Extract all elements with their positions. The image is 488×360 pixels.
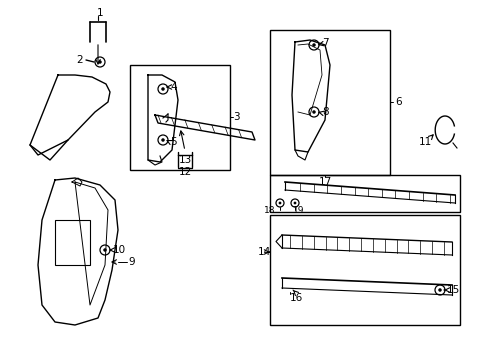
Circle shape xyxy=(312,43,315,47)
Bar xyxy=(269,215,459,325)
Text: 17: 17 xyxy=(318,177,331,187)
Text: 9: 9 xyxy=(128,257,134,267)
Text: 19: 19 xyxy=(292,206,304,215)
Text: 11: 11 xyxy=(418,137,431,147)
Bar xyxy=(130,65,229,170)
Text: 4: 4 xyxy=(170,82,176,92)
Circle shape xyxy=(293,202,296,204)
Text: 1: 1 xyxy=(97,8,103,18)
Text: 15: 15 xyxy=(446,285,459,295)
Text: 3: 3 xyxy=(232,112,239,122)
Circle shape xyxy=(103,248,106,252)
Text: 10: 10 xyxy=(113,245,126,255)
Text: 18: 18 xyxy=(264,206,275,215)
Text: 6: 6 xyxy=(394,97,401,107)
Bar xyxy=(269,30,389,175)
Circle shape xyxy=(437,288,441,292)
Circle shape xyxy=(161,138,164,142)
Text: 14: 14 xyxy=(258,247,271,257)
Text: 5: 5 xyxy=(170,137,176,147)
Text: 13: 13 xyxy=(178,155,191,165)
Circle shape xyxy=(98,60,102,64)
Bar xyxy=(55,220,90,265)
Text: 12: 12 xyxy=(178,167,191,177)
Text: 16: 16 xyxy=(289,293,303,303)
Text: 2: 2 xyxy=(77,55,83,65)
Bar xyxy=(269,175,459,212)
Circle shape xyxy=(161,87,164,91)
Text: 8: 8 xyxy=(321,107,328,117)
Circle shape xyxy=(312,110,315,114)
Text: 7: 7 xyxy=(321,38,328,48)
Circle shape xyxy=(278,202,281,204)
